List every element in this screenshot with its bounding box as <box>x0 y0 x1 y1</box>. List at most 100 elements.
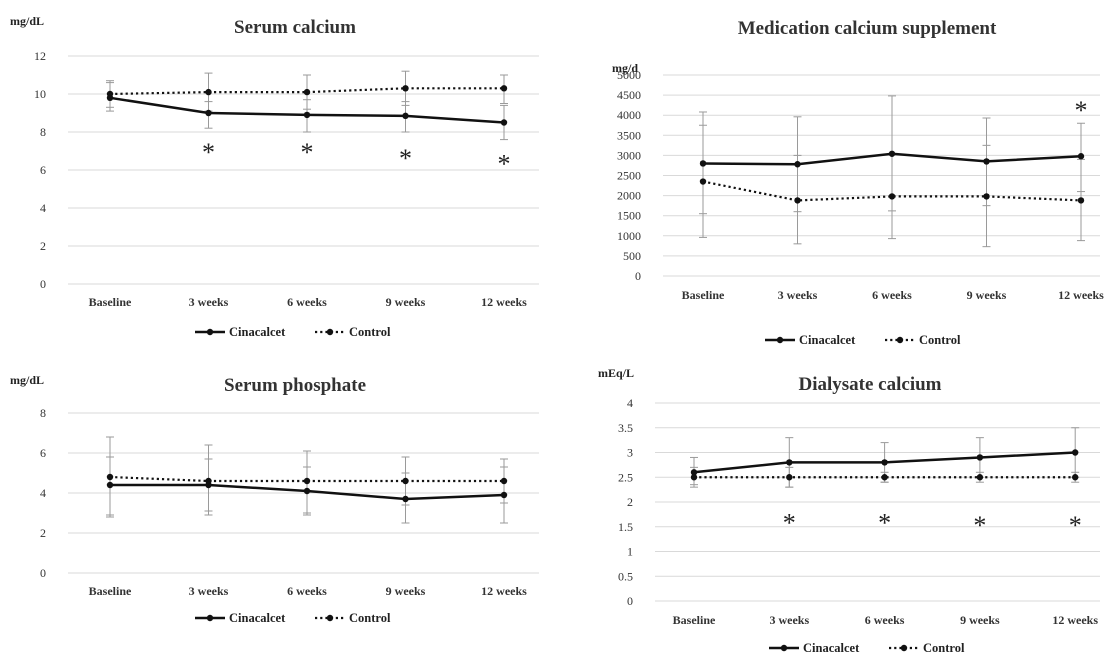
data-point-control <box>303 477 311 485</box>
data-point-control <box>976 474 984 481</box>
data-point-control <box>106 473 114 481</box>
y-tick-label: 2.5 <box>618 470 633 484</box>
y-tick-label: 4 <box>40 486 46 500</box>
data-point-cinacalcet <box>786 459 793 466</box>
data-point-cinacalcet <box>402 112 409 120</box>
significance-asterisk: * <box>973 511 986 540</box>
y-tick-label: 0 <box>627 594 633 608</box>
y-tick-label: 4000 <box>617 108 641 122</box>
data-point-control <box>983 193 990 200</box>
chart-panel-2: mg/d Medication calcium supplement 0 500 100… <box>612 18 1104 347</box>
chart-panel-4: mEq/L Dialysate calcium 0 0.5 1 1.5 2 2.5 3 3.5 4 B… <box>598 366 1100 655</box>
legend-label-cinacalcet: Cinacalcet <box>229 325 286 339</box>
chart-title: Dialysate calcium <box>798 374 941 395</box>
x-tick-label: 3 weeks <box>778 288 818 302</box>
y-tick-label: 0 <box>40 566 46 580</box>
x-tick-label: 12 weeks <box>481 584 527 598</box>
legend-label-control: Control <box>349 611 391 625</box>
legend-marker <box>900 644 908 652</box>
x-tick-label: 12 weeks <box>1052 613 1098 627</box>
y-unit-label: mg/dL <box>10 14 44 28</box>
data-point-cinacalcet <box>699 160 707 167</box>
y-tick-label: 4 <box>40 201 46 215</box>
legend-label-control: Control <box>349 325 391 339</box>
data-point-control <box>699 178 707 185</box>
data-point-control <box>500 477 508 485</box>
x-tick-label: Baseline <box>89 584 132 598</box>
x-tick-label: 3 weeks <box>189 584 229 598</box>
data-point-cinacalcet <box>690 469 698 476</box>
y-tick-label: 1500 <box>617 209 641 223</box>
chart-panel-1: mg/dL Serum calcium 0 2 4 6 8 10 12 Baseline 3 wee… <box>10 14 539 339</box>
data-point-cinacalcet <box>303 111 311 119</box>
data-point-control <box>690 474 698 481</box>
y-tick-label: 4 <box>627 396 633 410</box>
legend-marker <box>780 644 788 652</box>
y-unit-label: mEq/L <box>598 366 634 380</box>
y-tick-label: 1 <box>627 545 633 559</box>
legend-marker <box>896 336 904 344</box>
significance-asterisk: * <box>498 150 511 179</box>
significance-asterisk: * <box>878 508 891 537</box>
data-point-cinacalcet <box>1072 449 1079 456</box>
legend-marker <box>326 328 334 336</box>
series-line-control <box>109 87 504 96</box>
y-tick-label: 3000 <box>617 148 641 162</box>
y-tick-label: 1000 <box>617 229 641 243</box>
series-line-control <box>702 180 1082 202</box>
significance-asterisk: * <box>202 138 215 167</box>
x-tick-label: 9 weeks <box>967 288 1007 302</box>
legend-label-cinacalcet: Cinacalcet <box>799 333 856 347</box>
legend: Cinacalcet Control <box>195 611 391 625</box>
significance-asterisk: * <box>301 138 314 167</box>
data-point-control <box>1072 474 1079 481</box>
data-point-cinacalcet <box>1077 153 1085 160</box>
legend: Cinacalcet Control <box>769 641 965 655</box>
x-tick-label: 9 weeks <box>386 295 426 309</box>
data-point-control <box>205 477 212 485</box>
y-tick-label: 3500 <box>617 128 641 142</box>
y-tick-label: 2 <box>40 526 46 540</box>
legend-label-control: Control <box>923 641 965 654</box>
legend-marker <box>206 614 214 622</box>
x-tick-label: 12 weeks <box>481 295 527 309</box>
data-point-control <box>500 85 508 92</box>
y-tick-label: 3 <box>627 446 633 460</box>
data-point-cinacalcet <box>500 119 508 126</box>
legend-label-cinacalcet: Cinacalcet <box>229 611 286 625</box>
legend: Cinacalcet Control <box>195 325 391 339</box>
significance-asterisk: * <box>1069 511 1082 540</box>
data-point-cinacalcet <box>402 495 409 503</box>
significance-asterisk: * <box>783 508 796 537</box>
y-tick-label: 5000 <box>617 68 641 82</box>
y-tick-label: 1.5 <box>618 520 633 534</box>
x-tick-label: 6 weeks <box>865 613 905 627</box>
y-tick-label: 2000 <box>617 189 641 203</box>
legend-marker <box>776 336 784 344</box>
x-tick-label: 6 weeks <box>872 288 912 302</box>
significance-asterisk: * <box>1075 96 1088 125</box>
chart-title: Serum calcium <box>234 17 356 38</box>
y-tick-label: 2 <box>40 239 46 253</box>
y-tick-label: 8 <box>40 125 46 139</box>
x-tick-label: Baseline <box>673 613 716 627</box>
legend: Cinacalcet Control <box>765 333 961 347</box>
y-tick-label: 500 <box>623 249 641 263</box>
data-point-control <box>205 88 212 96</box>
series-line-control <box>109 475 504 483</box>
x-tick-label: 3 weeks <box>769 613 809 627</box>
significance-asterisk: * <box>399 144 412 173</box>
y-tick-label: 8 <box>40 406 46 420</box>
y-tick-label: 0.5 <box>618 569 633 583</box>
data-point-control <box>786 474 793 481</box>
x-tick-label: Baseline <box>682 288 725 302</box>
legend-label-cinacalcet: Cinacalcet <box>803 641 860 654</box>
data-point-cinacalcet <box>881 459 888 466</box>
y-tick-label: 4500 <box>617 88 641 102</box>
data-point-cinacalcet <box>500 491 508 499</box>
y-tick-label: 10 <box>34 87 46 101</box>
x-tick-label: 12 weeks <box>1058 288 1104 302</box>
y-tick-label: 12 <box>34 49 46 63</box>
y-tick-label: 0 <box>635 269 641 283</box>
